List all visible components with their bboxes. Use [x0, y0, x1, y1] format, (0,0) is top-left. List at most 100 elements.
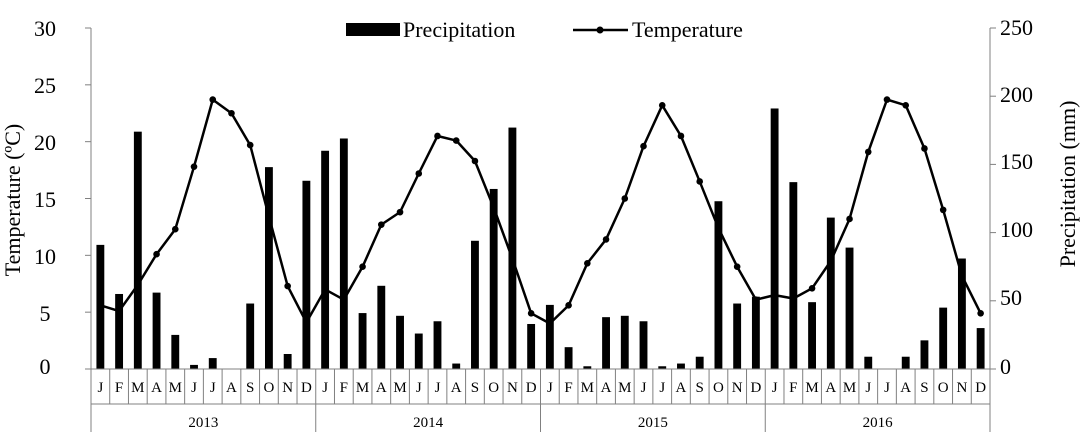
temperature-point	[602, 236, 610, 243]
right-axis-tick-50: 50	[1000, 285, 1022, 310]
precipitation-bar	[564, 347, 573, 369]
year-label: 2013	[188, 415, 218, 431]
month-tick-label: N	[732, 380, 743, 396]
temperature-point	[565, 302, 572, 309]
month-tick-label: A	[900, 380, 911, 396]
year-label: 2016	[863, 415, 894, 431]
year-label: 2014	[413, 415, 444, 431]
month-tick-label: J	[865, 380, 871, 396]
temperature-point	[658, 101, 666, 109]
month-tick-label: J	[97, 380, 103, 396]
precipitation-bar	[545, 304, 554, 369]
month-tick-label: M	[581, 380, 594, 396]
temperature-point	[715, 224, 722, 232]
precipitation-bar	[471, 240, 479, 369]
temperature-point	[827, 257, 835, 265]
month-tick-label: S	[696, 380, 704, 396]
month-tick-label: O	[488, 380, 499, 396]
left-axis-tick-20: 20	[34, 130, 56, 155]
month-tick-label: F	[115, 380, 123, 396]
month-tick-label: J	[659, 380, 665, 396]
month-tick-label: A	[601, 380, 612, 396]
temperature-point	[303, 319, 310, 326]
temperature-point	[677, 132, 685, 140]
right-axis-tick-200: 200	[1000, 82, 1033, 107]
month-tick-label: J	[416, 380, 422, 396]
left-axis-tick-10: 10	[34, 244, 56, 269]
precipitation-bar	[302, 180, 311, 369]
temperature-point	[546, 320, 554, 327]
precipitation-bar	[939, 307, 948, 369]
right-axis-tick-100: 100	[1000, 217, 1033, 242]
precipitation-bar	[433, 321, 442, 369]
temperature-point	[396, 208, 404, 216]
month-tick-label: M	[618, 380, 631, 396]
precipitation-bar	[639, 321, 648, 369]
month-tick-label: A	[676, 380, 687, 396]
temperature-point	[359, 263, 366, 271]
precipitation-bar	[339, 138, 348, 369]
month-tick-label: O	[938, 380, 949, 396]
right-axis-tick-250: 250	[1000, 15, 1033, 40]
precipitation-bar	[976, 328, 985, 369]
precipitation-bar	[845, 247, 854, 369]
month-tick-label: S	[920, 380, 928, 396]
temperature-point	[808, 284, 816, 292]
temperature-point	[471, 157, 479, 165]
temperature-point	[846, 215, 853, 223]
precipitation-bar	[751, 296, 760, 369]
precipitation-bar	[733, 303, 742, 369]
month-tick-label: D	[301, 380, 312, 396]
precipitation-bar	[808, 302, 817, 369]
month-tick-label: S	[471, 380, 479, 396]
axes-group	[85, 27, 996, 370]
month-tick-label: J	[435, 380, 441, 396]
month-tick-label: J	[191, 380, 197, 396]
month-tick-label: N	[282, 380, 293, 396]
precipitation-bar	[115, 293, 124, 369]
month-tick-label: F	[340, 380, 348, 396]
temperature-point	[921, 145, 928, 152]
temperature-point	[864, 148, 872, 156]
month-tick-label: N	[956, 380, 967, 396]
left-axis-tick-5: 5	[40, 301, 51, 326]
month-tick-label: M	[356, 380, 369, 396]
month-tick-label: F	[564, 380, 572, 396]
month-tick-label: M	[843, 380, 856, 396]
precipitation-bar	[826, 217, 835, 369]
temperature-point	[752, 296, 760, 303]
temperature-point	[883, 96, 891, 103]
precipitation-bar	[321, 150, 330, 369]
month-tick-label: J	[547, 380, 553, 396]
month-tick-label: A	[151, 380, 162, 396]
month-tick-label: A	[376, 380, 387, 396]
left-axis-tick-25: 25	[34, 73, 56, 98]
month-tick-label: M	[393, 380, 406, 396]
temperature-point	[696, 178, 703, 185]
temperature-point	[790, 295, 797, 302]
right-axis-tick-150: 150	[1000, 149, 1033, 174]
temperature-line-group	[97, 96, 984, 327]
month-tick-label: M	[169, 380, 182, 396]
month-tick-label: A	[451, 380, 462, 396]
temperature-point	[265, 213, 273, 220]
left-axis-tick-0: 0	[40, 354, 51, 379]
month-tick-label: J	[641, 380, 647, 396]
precipitation-bar	[283, 353, 292, 369]
precipitation-bar	[901, 356, 910, 369]
legend-precipitation-label: Precipitation	[403, 17, 515, 42]
precipitation-bar	[414, 333, 423, 369]
temperature-point	[977, 310, 984, 317]
temperature-point	[733, 263, 741, 271]
month-tick-label: J	[322, 380, 328, 396]
temperature-point	[434, 132, 441, 140]
precipitation-bars	[96, 108, 985, 370]
temperature-point	[415, 170, 423, 177]
precipitation-bar	[133, 131, 142, 369]
month-tick-label: O	[264, 380, 275, 396]
precipitation-bar	[171, 334, 180, 369]
month-tick-label: D	[750, 380, 761, 396]
precipitation-bar	[957, 258, 966, 369]
